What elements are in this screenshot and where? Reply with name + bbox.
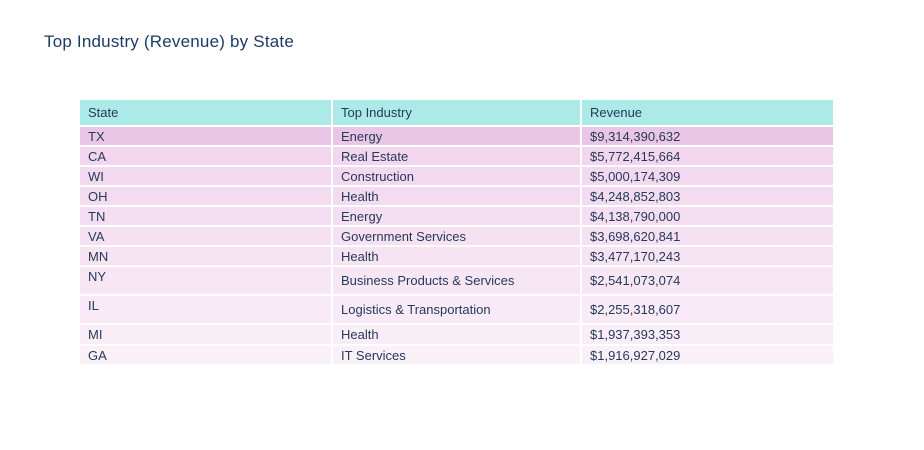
industry-cell[interactable]: Health (341, 327, 379, 342)
revenue-cell[interactable]: $1,916,927,029 (590, 347, 681, 363)
state-cell[interactable]: VA (88, 229, 105, 244)
table-row[interactable]: NY Business Products & Services $2,541,073… (80, 267, 833, 294)
header-row: State Top Industry Revenue (80, 100, 833, 125)
revenue-cell[interactable]: $5,772,415,664 (590, 148, 681, 164)
revenue-cell[interactable]: $2,255,318,607 (590, 302, 681, 317)
column-header-industry[interactable]: Top Industry (333, 100, 580, 125)
industry-cell[interactable]: Energy (341, 128, 383, 144)
state-cell[interactable]: CA (88, 149, 107, 164)
table-row[interactable]: TX Energy $9,314,390,632 (80, 127, 833, 145)
page-title: Top Industry (Revenue) by State (44, 32, 294, 51)
industry-cell[interactable]: Real Estate (341, 148, 409, 164)
industry-cell[interactable]: Government Services (341, 228, 466, 244)
table-row[interactable]: MN Health $3,477,170,243 (80, 247, 833, 265)
table-row[interactable]: GA IT Services $1,916,927,029 (80, 346, 833, 364)
revenue-cell[interactable]: $3,477,170,243 (590, 248, 681, 264)
table-header: State Top Industry Revenue (80, 100, 833, 125)
column-header-state[interactable]: State (80, 100, 331, 125)
table-row[interactable]: WI Construction $5,000,174,309 (80, 167, 833, 185)
revenue-cell[interactable]: $4,138,790,000 (590, 208, 681, 224)
industry-cell[interactable]: Health (341, 248, 379, 264)
revenue-cell[interactable]: $9,314,390,632 (590, 128, 681, 144)
state-cell[interactable]: GA (88, 348, 107, 363)
industry-cell[interactable]: Energy (341, 208, 383, 224)
table-row[interactable]: MI Health $1,937,393,353 (80, 325, 833, 344)
table-row[interactable]: CA Real Estate $5,772,415,664 (80, 147, 833, 165)
table-body: TX Energy $9,314,390,632 CA Real Estate $5,77… (80, 127, 833, 364)
state-cell[interactable]: TX (88, 129, 105, 144)
state-cell[interactable]: TN (88, 209, 106, 224)
table-row[interactable]: VA Government Services $3,698,620,841 (80, 227, 833, 245)
state-cell[interactable]: NY (88, 269, 107, 284)
state-cell[interactable]: MN (88, 249, 109, 264)
state-cell[interactable]: IL (88, 298, 99, 313)
table-row[interactable]: TN Energy $4,138,790,000 (80, 207, 833, 225)
state-cell[interactable]: OH (88, 189, 108, 204)
industry-revenue-table: State Top Industry Revenue TX Energy $9,31… (78, 98, 835, 366)
table-row[interactable]: IL Logistics & Transportation $2,255,318,6… (80, 296, 833, 323)
revenue-cell[interactable]: $3,698,620,841 (590, 228, 681, 244)
industry-cell[interactable]: Business Products & Services (341, 273, 515, 288)
revenue-cell[interactable]: $1,937,393,353 (590, 327, 681, 342)
industry-cell[interactable]: Construction (341, 168, 414, 184)
state-cell[interactable]: WI (88, 169, 104, 184)
industry-cell[interactable]: IT Services (341, 347, 406, 363)
industry-cell[interactable]: Health (341, 188, 379, 204)
revenue-cell[interactable]: $4,248,852,803 (590, 188, 681, 204)
table-row[interactable]: OH Health $4,248,852,803 (80, 187, 833, 205)
industry-cell[interactable]: Logistics & Transportation (341, 302, 491, 317)
revenue-cell[interactable]: $5,000,174,309 (590, 168, 681, 184)
column-header-revenue[interactable]: Revenue (582, 100, 833, 125)
revenue-cell[interactable]: $2,541,073,074 (590, 273, 681, 288)
state-cell[interactable]: MI (88, 327, 103, 342)
